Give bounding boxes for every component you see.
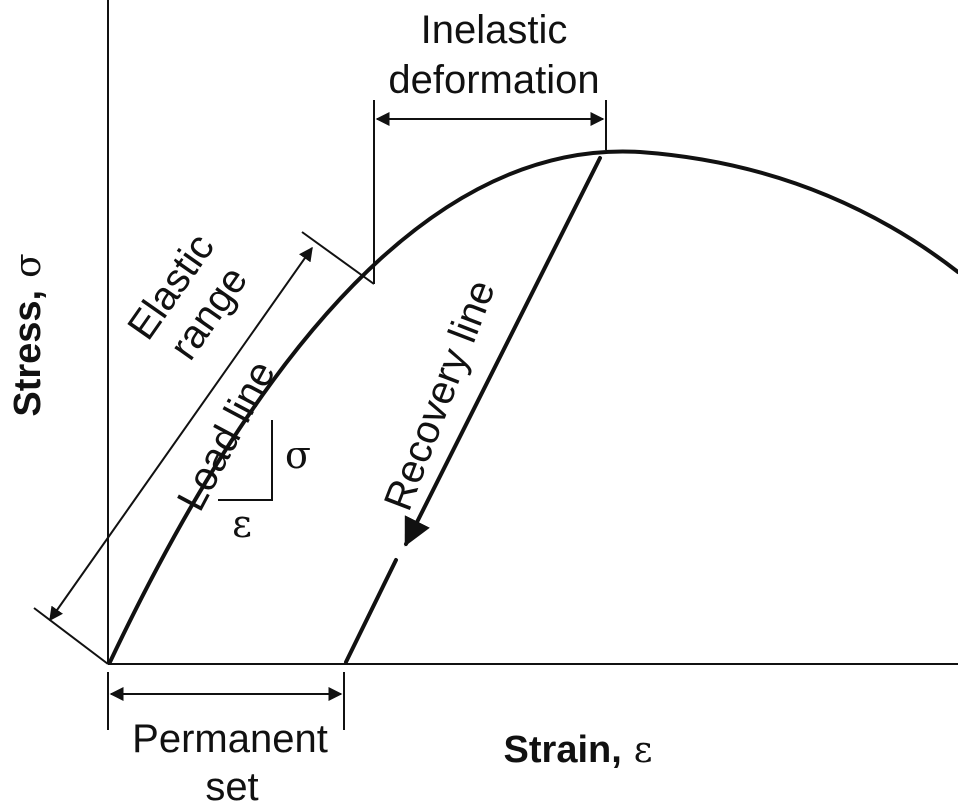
permanent-set-label-line2: set [205, 765, 258, 807]
inelastic-label-line2: deformation [388, 58, 599, 102]
slope-sigma-label: σ [285, 433, 311, 477]
elastic-range-arrow [49, 246, 313, 622]
y-axis-title-text: Stress, [7, 290, 49, 417]
x-axis-title: Strain, ε [504, 729, 653, 771]
recovery-line-upper [404, 156, 602, 547]
permanent-set-label-line1: Permanent [132, 717, 328, 761]
slope-epsilon-label: ε [232, 502, 252, 546]
inelastic-label-line1: Inelastic [421, 8, 568, 52]
y-axis-title-symbol: σ [8, 253, 49, 278]
x-axis-title-symbol: ε [634, 730, 653, 771]
load-line-label: Load line [169, 354, 284, 518]
elastic-range-tick-top [301, 231, 375, 285]
y-axis-title: Stress, σ [7, 253, 49, 416]
recovery-line-lower [344, 558, 398, 664]
x-axis-title-text: Strain, [504, 729, 622, 771]
elastic-range-tick-bottom [33, 607, 109, 665]
